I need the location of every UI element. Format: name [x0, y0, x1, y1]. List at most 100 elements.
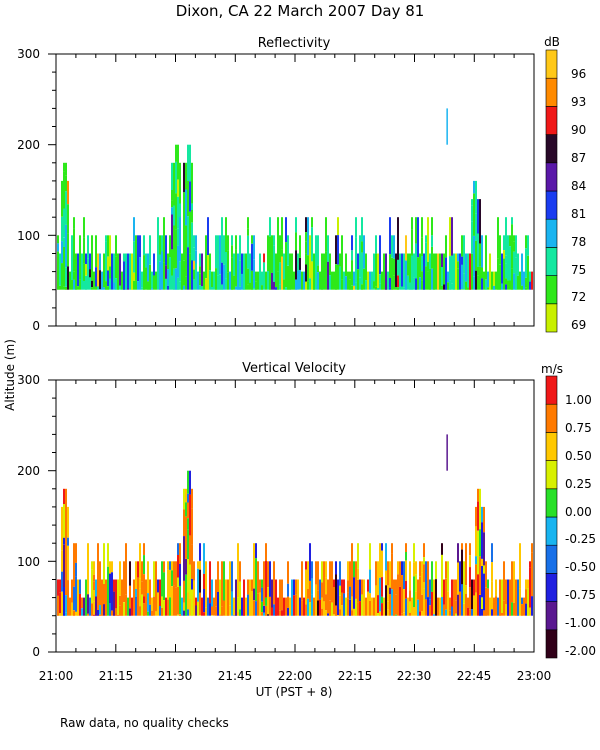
echo-cell	[243, 579, 245, 616]
echo-cell	[211, 271, 213, 287]
echo-cell	[231, 257, 233, 290]
echo-cell	[277, 230, 279, 272]
echo-cell	[149, 264, 151, 274]
echo-cell	[281, 256, 283, 290]
echo-cell	[515, 235, 517, 258]
echo-cell	[255, 543, 257, 559]
echo-cell	[479, 266, 481, 290]
echo-cell	[529, 561, 531, 568]
echo-cell	[111, 253, 113, 290]
echo-cell	[227, 235, 229, 251]
echo-cell	[397, 287, 399, 290]
echo-cell	[387, 271, 389, 290]
echo-cell	[123, 561, 125, 603]
echo-cell	[127, 253, 129, 289]
echo-cell	[525, 579, 527, 590]
echo-cell	[441, 267, 443, 286]
echo-cell	[447, 561, 449, 592]
echo-cell	[135, 597, 137, 616]
echo-cell	[65, 287, 67, 290]
echo-cell	[149, 274, 151, 290]
echo-cell	[61, 180, 63, 217]
echo-cell	[405, 260, 407, 290]
echo-cell	[105, 579, 107, 616]
echo-cell	[241, 597, 243, 616]
echo-cell	[261, 285, 263, 290]
echo-cell	[145, 280, 147, 290]
colorbar-swatch	[545, 106, 558, 135]
echo-cell	[103, 253, 105, 288]
echo-cell	[429, 253, 431, 269]
echo-cell	[175, 161, 177, 194]
echo-cell	[287, 583, 289, 597]
echo-cell	[369, 271, 371, 290]
echo-cell	[375, 286, 377, 290]
echo-cell	[219, 235, 221, 275]
echo-cell	[209, 603, 211, 616]
echo-cell	[215, 235, 217, 268]
echo-cell	[481, 597, 483, 609]
echo-cell	[415, 217, 417, 244]
echo-cell	[465, 594, 467, 616]
echo-cell	[381, 271, 383, 290]
echo-cell	[513, 251, 515, 274]
echo-cell	[319, 271, 321, 290]
echo-cell	[159, 579, 161, 606]
echo-cell	[413, 562, 415, 577]
echo-cell	[205, 607, 207, 616]
echo-cell	[143, 235, 145, 255]
echo-cell	[305, 232, 307, 242]
echo-cell	[529, 607, 531, 616]
echo-cell	[477, 233, 479, 267]
echo-cell	[125, 253, 127, 290]
echo-cell	[379, 283, 381, 290]
echo-cell	[443, 604, 445, 616]
echo-cell	[463, 603, 465, 616]
y-tick-label: 100	[17, 555, 40, 569]
echo-cell	[179, 162, 181, 204]
echo-cell	[487, 287, 489, 290]
echo-cell	[523, 271, 525, 290]
echo-cell	[455, 579, 457, 601]
echo-cell	[389, 217, 391, 255]
echo-cell	[205, 235, 207, 279]
echo-cell	[165, 597, 167, 616]
echo-cell	[143, 543, 145, 556]
echo-cell	[93, 590, 95, 602]
echo-peak	[446, 434, 448, 471]
echo-cell	[211, 579, 213, 607]
echo-cell	[455, 253, 457, 290]
echo-cell	[85, 264, 87, 276]
echo-cell	[475, 592, 477, 616]
echo-cell	[359, 579, 361, 602]
echo-cell	[375, 235, 377, 254]
echo-cell	[437, 253, 439, 290]
echo-cell	[225, 278, 227, 290]
velocity-data	[57, 434, 533, 616]
echo-cell	[139, 257, 141, 290]
echo-cell	[395, 594, 397, 615]
x-tick-label: 21:45	[218, 669, 253, 683]
echo-cell	[361, 579, 363, 595]
echo-cell	[203, 612, 205, 616]
echo-cell	[361, 217, 363, 242]
echo-cell	[171, 249, 173, 276]
echo-cell	[83, 263, 85, 281]
echo-cell	[341, 579, 343, 593]
echo-cell	[317, 590, 319, 601]
echo-cell	[205, 561, 207, 608]
echo-cell	[525, 603, 527, 616]
echo-cell	[369, 601, 371, 616]
echo-cell	[415, 278, 417, 290]
echo-cell	[215, 579, 217, 607]
echo-cell	[357, 602, 359, 616]
echo-cell	[147, 561, 149, 593]
echo-cell	[101, 579, 103, 616]
echo-cell	[115, 608, 117, 616]
echo-cell	[441, 285, 443, 290]
velocity-panel: Vertical Velocity 0 100 200 300 m/s -2.0…	[17, 361, 596, 659]
echo-cell	[143, 574, 145, 597]
echo-cell	[497, 217, 499, 259]
echo-cell	[283, 597, 285, 616]
echo-cell	[135, 589, 137, 597]
